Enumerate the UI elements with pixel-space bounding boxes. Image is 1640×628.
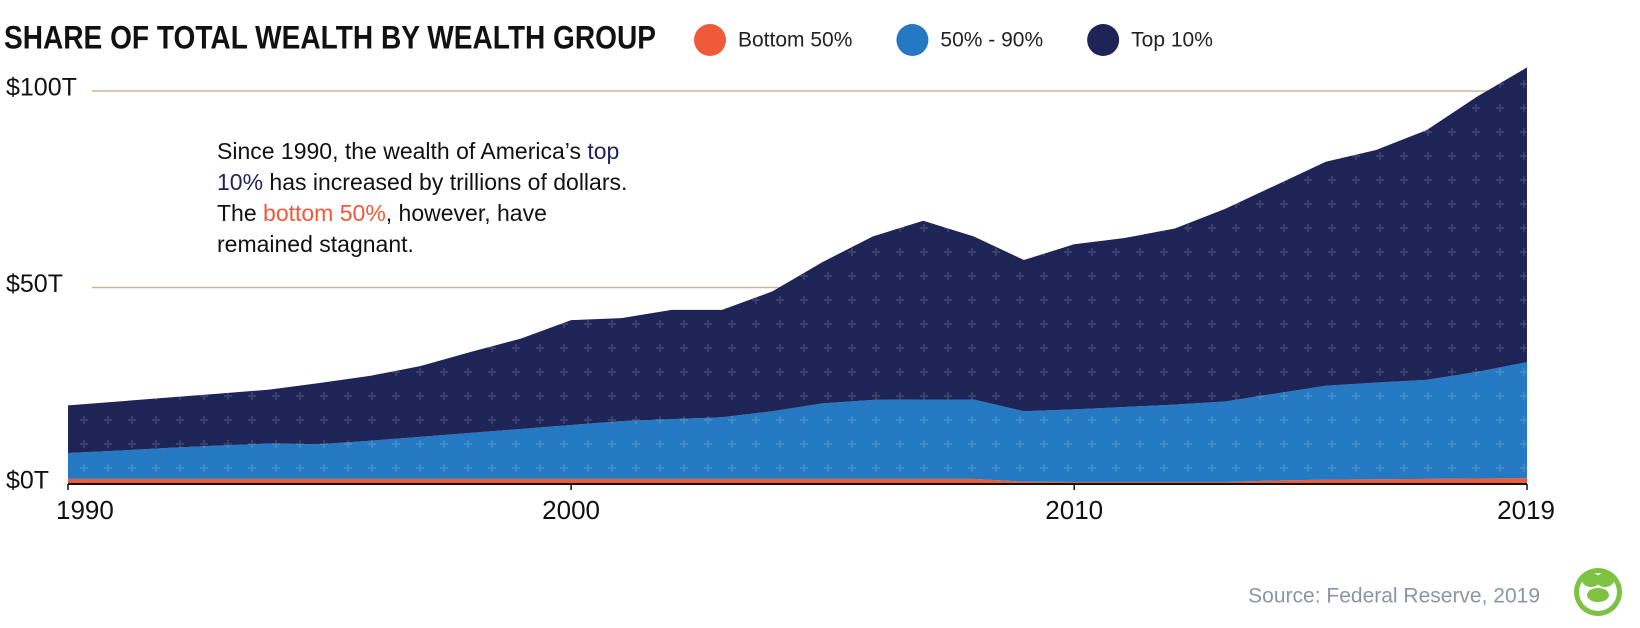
annotation-text: Since 1990, the wealth of America’s: [217, 138, 588, 164]
chart-title: SHARE OF TOTAL WEALTH BY WEALTH GROUP: [4, 19, 656, 55]
x-tick-label: 2010: [1045, 495, 1103, 525]
y-tick-label: $50T: [6, 270, 63, 298]
y-tick-label: $0T: [6, 467, 49, 495]
annotation: Since 1990, the wealth of America’s top …: [217, 136, 647, 260]
area-pattern: [68, 478, 1527, 484]
legend-label: 50% - 90%: [940, 29, 1043, 52]
annotation-highlight: bottom 50%: [263, 200, 386, 226]
x-tick-label: 2019: [1497, 495, 1555, 525]
legend-label: Top 10%: [1131, 29, 1213, 52]
legend: Bottom 50% 50% - 90% Top 10%: [694, 24, 1213, 56]
annotation-text: , however, have remained stagnant.: [217, 200, 547, 257]
legend-swatch: [1087, 24, 1120, 56]
legend-label: Bottom 50%: [738, 29, 852, 52]
y-tick-label: $100T: [6, 74, 77, 102]
area-pattern: [68, 67, 1527, 453]
legend-swatch: [896, 24, 929, 56]
annotation-text: has increased by trillions of dollars. T…: [217, 169, 628, 226]
legend-swatch: [694, 24, 726, 56]
source: Source: Federal Reserve, 2019: [1248, 585, 1540, 608]
x-tick-label: 1990: [56, 495, 114, 525]
area-pattern: [68, 362, 1527, 483]
x-tick-label: 2000: [542, 495, 600, 525]
annotation-highlight: top 10%: [217, 138, 620, 195]
logo: [1574, 568, 1622, 616]
